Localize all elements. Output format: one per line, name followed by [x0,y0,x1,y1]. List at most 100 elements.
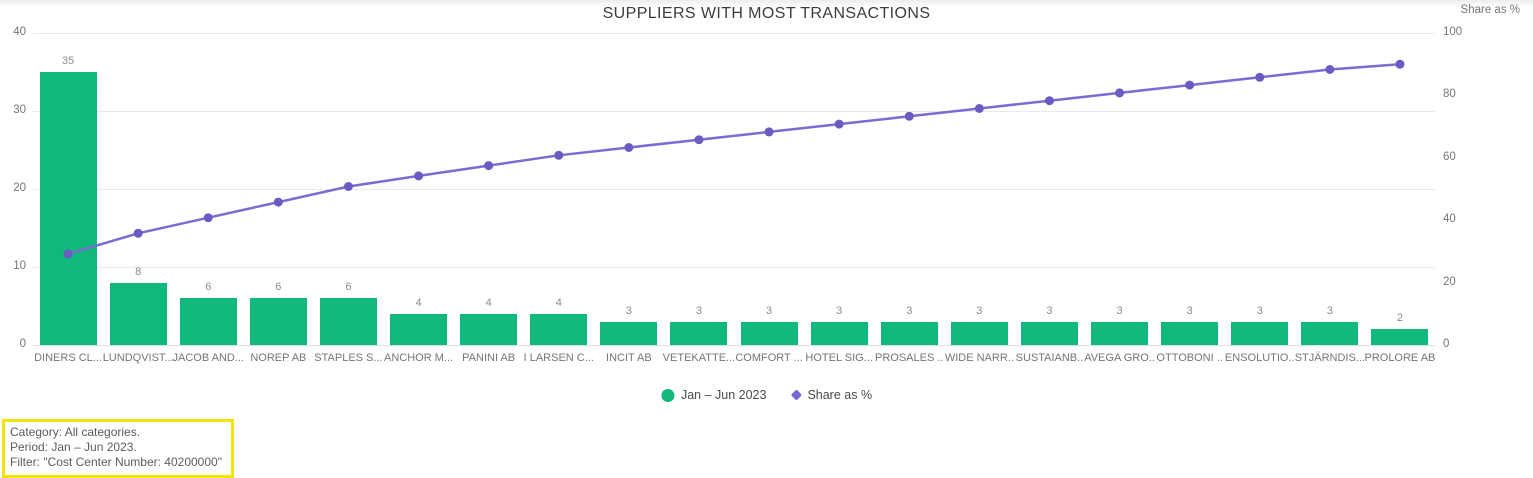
bar-WIDE NARR..[interactable] [950,321,1008,345]
bar-PANINI AB[interactable] [460,313,518,345]
right-axis-tick-0: 0 [1443,338,1450,350]
bar-OTTOBONI ..[interactable] [1161,321,1219,345]
gridline-0 [33,345,1435,346]
bar-value-label: 4 [555,296,562,309]
x-axis-label: ANCHOR M... [384,352,454,364]
legend-item-line[interactable]: Share as % [790,388,873,402]
line-point-PANINI AB[interactable] [484,161,494,171]
line-point-VETEKATTE...[interactable] [694,135,704,145]
bar-value-label: 3 [1046,304,1053,317]
x-axis-label: WIDE NARR.. [944,352,1014,364]
x-axis-label: JACOB AND... [172,352,245,364]
left-axis-tick-20: 20 [13,182,26,194]
right-axis-tick-80: 80 [1443,88,1456,101]
bar-value-label: 3 [906,304,913,317]
line-point-DINERS CL...[interactable] [63,249,73,259]
bar-AVEGA GRO..[interactable] [1091,321,1149,345]
bar-value-label: 3 [1186,304,1193,317]
line-point-LUNDQVIST...[interactable] [133,228,143,238]
x-axis-label: OTTOBONI .. [1156,352,1223,364]
bar-value-label: 3 [695,304,702,317]
line-point-STAPLES S...[interactable] [343,182,353,192]
legend-label: Share as % [807,388,873,402]
x-axis-label: AVEGA GRO.. [1084,352,1155,364]
bar-PROSALES ..[interactable] [880,321,938,345]
x-axis-label: PROSALES .. [875,352,944,364]
circle-marker-icon [660,388,674,402]
share-line-path [67,62,1401,256]
bar-ENSOLUTIO..[interactable] [1231,321,1289,345]
bar-SUSTAIANB..[interactable] [1020,321,1078,345]
line-point-OTTOBONI ..[interactable] [1185,80,1195,90]
bar-value-label: 6 [275,281,282,294]
bar-COMFORT ...[interactable] [740,321,798,345]
line-point-HOTEL SIG...[interactable] [834,119,844,129]
bar-value-label: 2 [1396,312,1403,325]
right-axis-title: Share as % [1460,4,1520,16]
right-axis-tick-20: 20 [1443,275,1456,288]
line-point-PROLORE AB[interactable] [1395,59,1405,69]
bar-ANCHOR M...[interactable] [390,313,448,345]
bar-value-label: 4 [485,296,492,309]
bar-PROLORE AB[interactable] [1371,329,1429,345]
line-point-PROSALES ..[interactable] [904,111,914,121]
line-point-INCIT AB[interactable] [624,143,634,153]
line-point-I LARSEN C...[interactable] [554,150,564,160]
x-axis-label: ENSOLUTIO.. [1224,352,1295,364]
legend-item-bars[interactable]: Jan – Jun 2023 [660,388,767,402]
annotation-filter: Filter: "Cost Center Number: 40200000" [10,455,222,469]
bar-value-label: 4 [415,296,422,309]
bar-value-label: 3 [765,304,773,317]
line-point-SUSTAIANB..[interactable] [1044,96,1054,106]
line-point-WIDE NARR..[interactable] [974,104,984,114]
line-point-NOREP AB[interactable] [273,197,283,207]
chart-legend: Jan – Jun 2023 Share as % [660,388,873,402]
x-axis-label: I LARSEN C... [523,352,594,364]
x-axis-label: INCIT AB [606,352,652,364]
left-axis-tick-40: 40 [13,26,26,38]
line-point-AVEGA GRO..[interactable] [1115,88,1125,98]
line-point-JACOB AND...[interactable] [203,213,213,223]
bar-value-label: 3 [836,304,843,317]
bar-DINERS CL...[interactable] [39,72,97,345]
x-axis-label: LUNDQVIST... [102,352,174,364]
right-axis-tick-60: 60 [1443,150,1456,163]
line-point-ANCHOR M...[interactable] [414,171,424,181]
gridline-20 [33,189,1435,190]
bar-value-label: 35 [61,55,75,67]
bar-HOTEL SIG...[interactable] [810,321,868,345]
right-axis-tick-40: 40 [1443,213,1456,226]
left-axis-tick-10: 10 [13,260,26,272]
x-axis-label: SUSTAIANB.. [1015,352,1084,364]
bar-LUNDQVIST...[interactable] [109,282,167,345]
bar-JACOB AND...[interactable] [179,298,237,345]
bar-I LARSEN C...[interactable] [530,313,588,345]
x-axis-label: DINERS CL... [34,352,102,364]
bar-value-label: 3 [625,304,632,317]
gridline-10 [33,267,1435,268]
bar-INCIT AB[interactable] [600,321,658,345]
bar-value-label: 3 [1326,304,1333,317]
legend-label: Jan – Jun 2023 [680,388,767,402]
right-axis-tick-100: 100 [1443,26,1463,38]
left-axis-tick-30: 30 [13,104,26,116]
left-axis-tick-0: 0 [19,338,26,350]
annotation-box: Category: All categories. Period: Jan – … [2,419,234,478]
line-point-ENSOLUTIO..[interactable] [1255,72,1265,82]
x-axis-label: STJÄRNDIS... [1294,352,1365,364]
chart-title: SUPPLIERS WITH MOST TRANSACTIONS [602,5,931,22]
bar-value-label: 3 [976,304,983,317]
x-axis-label: PROLORE AB [1364,352,1436,364]
share-line [63,59,1405,259]
line-point-STJÄRNDIS...[interactable] [1325,65,1335,75]
bar-value-label: 6 [205,281,212,294]
diamond-marker-icon [790,389,803,401]
line-point-COMFORT ...[interactable] [764,127,774,137]
bar-VETEKATTE...[interactable] [670,321,728,345]
gridline-40 [33,33,1435,34]
bar-STJÄRNDIS...[interactable] [1301,321,1359,345]
bar-NOREP AB[interactable] [249,298,307,345]
bar-STAPLES S...[interactable] [319,298,377,345]
x-axis-label: PANINI AB [462,352,516,364]
